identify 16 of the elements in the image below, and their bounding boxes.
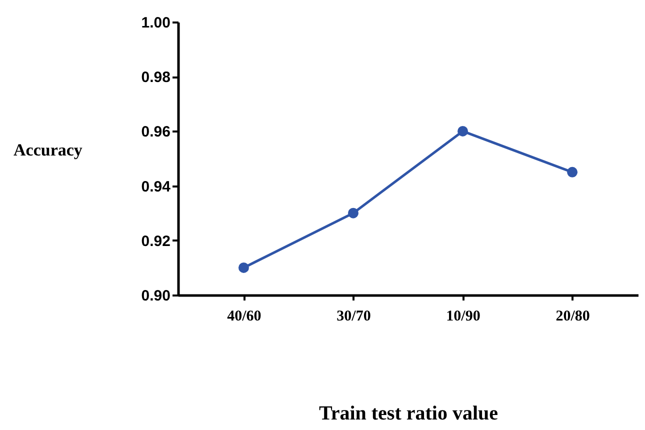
point bbox=[458, 126, 468, 136]
y-tick-label: 1.00 bbox=[141, 14, 170, 32]
y-tick-label: 0.90 bbox=[141, 288, 170, 304]
point bbox=[567, 166, 578, 178]
y-tick-label: 0.98 bbox=[141, 69, 170, 86]
y-tick-label: 0.92 bbox=[141, 232, 170, 250]
x-tick-label: 20/80 bbox=[556, 308, 590, 324]
y-tick-label: 0.94 bbox=[141, 178, 172, 196]
x-axis-title: Train test ratio value bbox=[318, 402, 498, 424]
x-tick-label: 10/90 bbox=[446, 308, 480, 324]
point bbox=[348, 208, 358, 218]
point bbox=[238, 262, 249, 273]
x-tick-label: 40/60 bbox=[227, 308, 262, 324]
y-tick-label: 0.96 bbox=[141, 124, 170, 141]
y-axis-title: Accuracy bbox=[14, 140, 83, 160]
x-tick-label: 30/70 bbox=[336, 308, 371, 324]
